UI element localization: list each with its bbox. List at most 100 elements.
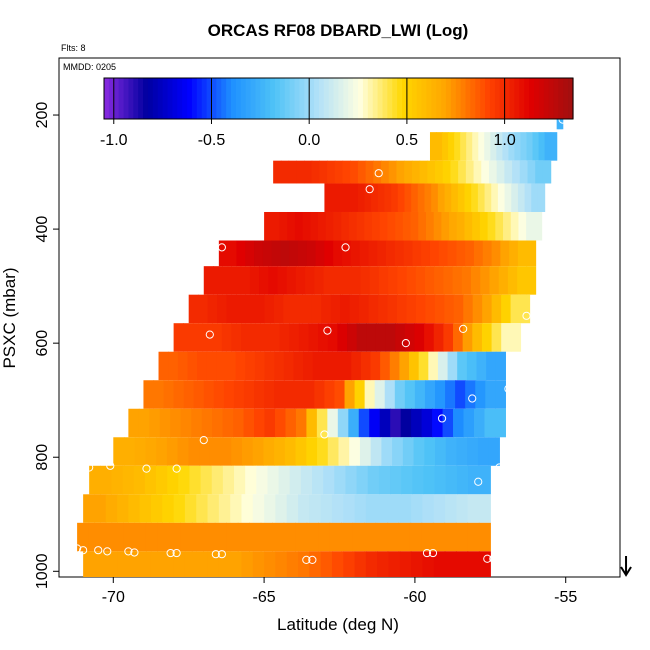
heatmap-cell [286,266,297,295]
heatmap-cell [315,240,326,267]
heatmap-cell [424,437,436,466]
heatmap-cell [387,522,400,552]
heatmap-cell [517,183,526,212]
heatmap-cell [444,522,457,552]
colorbar-cell [157,78,164,119]
colorbar-tick-label: 0.0 [298,132,320,149]
heatmap-cell [111,465,124,495]
heatmap-cell [429,132,437,161]
colorbar-cell [304,78,310,119]
heatmap-cell [542,160,552,184]
heatmap-cell [245,351,256,381]
y-tick-label: 800 [34,444,51,471]
heatmap-cell [438,240,449,267]
heatmap-cell [350,160,359,184]
heatmap-cell [422,494,435,523]
x-axis: -70 -65 -60 -55 [102,577,577,606]
heatmap-cell [264,351,275,381]
heatmap-cell [509,240,519,267]
heatmap-cell [385,323,396,352]
colorbar-cell [445,78,452,119]
heatmap-cell [504,183,512,212]
heatmap-cell [188,437,200,466]
heatmap-cell [447,240,457,267]
flight-marker [130,548,139,557]
heatmap-cell [462,323,473,352]
heatmap-cell [227,240,238,267]
heatmap-cell [260,323,271,352]
colorbar-cell [221,78,227,119]
heatmap-cell [343,494,356,523]
heatmap-cell [535,160,544,184]
heatmap-cell [180,408,192,438]
heatmap-cell [388,266,398,295]
heatmap-cell [526,211,535,241]
heatmap-cell [332,266,343,295]
heatmap-cell [354,551,367,577]
colorbar-cell [143,78,149,119]
heatmap-cell [222,266,233,295]
heatmap-cell [311,294,322,324]
heatmap-cell [431,183,439,212]
heatmap-cell [526,132,534,161]
heatmap-cell [236,240,246,267]
x-axis-label: Latitude (deg N) [277,615,399,634]
heatmap-cell [344,380,356,409]
y-tick-label: 600 [34,330,51,357]
heatmap-cell [386,240,396,267]
heatmap-cell [203,380,215,409]
heatmap-cell [479,551,491,577]
colorbar-cell [553,78,559,119]
heatmap-cell [333,240,343,267]
heatmap-cell [349,294,360,324]
heatmap-cell [524,183,532,212]
heatmap-cell [411,551,424,577]
colorbar-cell [558,78,564,119]
heatmap-cell [314,380,326,409]
heatmap-cell [466,132,473,161]
heatmap-cell [295,266,306,295]
heatmap-cell [390,465,402,495]
heatmap-cell [317,437,329,466]
heatmap-cell [267,465,280,495]
heatmap-cell [189,465,202,495]
heatmap-cell [241,437,254,466]
heatmap-cell [467,551,480,577]
heatmap-cell [320,494,333,523]
x-tick-label: -70 [102,589,125,606]
colorbar-cell [328,78,335,119]
flight-marker [522,311,531,320]
heatmap-cell [83,494,96,523]
heatmap-cell [378,465,391,495]
heatmap-cell [377,494,390,523]
heatmap-cell [425,294,436,324]
heatmap-cell [473,160,482,184]
colorbar-cell [382,78,388,119]
heatmap-cell [159,408,171,438]
heatmap-cell [345,465,358,495]
heatmap-cell [342,160,351,184]
colorbar-cell [113,78,120,119]
heatmap-cell [88,522,101,552]
heatmap-cell [496,132,503,161]
heatmap-cell [442,160,452,184]
heatmap-cell [241,494,254,523]
heatmap-cell [370,351,381,381]
heatmap-cell [334,160,344,184]
heatmap-cell [421,522,434,552]
heatmap-cell [473,408,486,438]
heatmap-cell [231,437,243,466]
heatmap-cell [280,160,290,184]
flight-marker [211,550,220,559]
heatmap-cell [510,294,521,324]
heatmap-cell [451,183,459,212]
heatmap-cell [496,160,505,184]
heatmap-cell [327,408,339,438]
heatmap-cell [488,437,500,466]
heatmap-cell [264,294,275,324]
heatmap-cell [275,494,288,523]
colorbar-cell [128,78,134,119]
heatmap-cell [254,380,265,409]
heatmap-cell [173,323,184,352]
heatmap-cell [484,183,492,212]
